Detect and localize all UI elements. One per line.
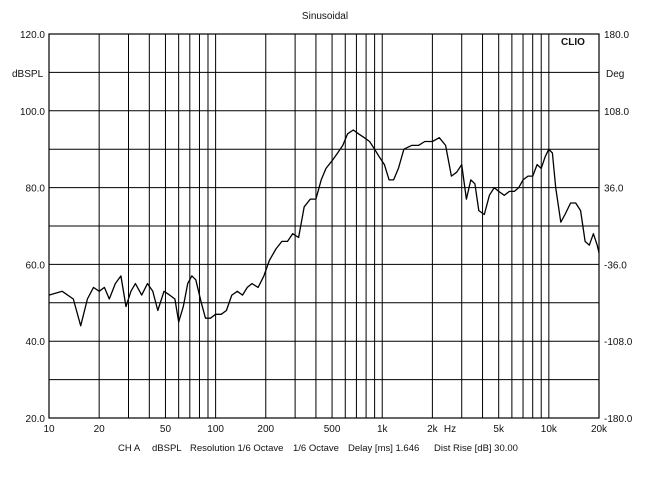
x-tick-label: 10 <box>43 424 55 435</box>
footer-dist-rise: Dist Rise [dB] 30.00 <box>434 443 518 454</box>
y2-axis-label: Deg <box>606 69 624 80</box>
y-tick-label: 120.0 <box>20 30 45 41</box>
y-tick-label: 100.0 <box>20 107 45 118</box>
grid <box>49 34 599 418</box>
x-tick-label: 10k <box>541 424 558 435</box>
x-tick-label: 20k <box>591 424 608 435</box>
y2-tick-label: -180.0 <box>604 414 633 425</box>
spl-response-line <box>48 129 600 327</box>
x-tick-label: 200 <box>257 424 274 435</box>
footer-channel: CH A <box>118 443 141 454</box>
footer-delay: Delay [ms] 1.646 <box>348 443 419 454</box>
y-axis-label: dBSPL <box>12 69 44 80</box>
y2-tick-label: 36.0 <box>604 184 624 195</box>
footer-units: dBSPL <box>152 443 182 454</box>
x-tick-label: 1k <box>377 424 389 435</box>
y2-tick-label: 108.0 <box>604 107 629 118</box>
footer: CH A dBSPL Resolution 1/6 Octave 1/6 Oct… <box>118 443 518 454</box>
tick-labels: 10 20 50 100 200 500 1k 2k 5k 10k 20k 120.0 100.0 80.… <box>20 30 633 435</box>
x-tick-label: 20 <box>94 424 106 435</box>
x-tick-label: 5k <box>493 424 505 435</box>
x-tick-label: 100 <box>207 424 224 435</box>
y2-tick-label: -36.0 <box>604 260 627 271</box>
x-tick-label: 50 <box>160 424 172 435</box>
plot-area <box>48 129 600 327</box>
clio-brand-label: CLIO <box>561 37 585 48</box>
y2-tick-label: 180.0 <box>604 30 629 41</box>
x-tick-label: 500 <box>324 424 341 435</box>
y-tick-label: 60.0 <box>26 260 46 271</box>
plot-frame <box>48 33 600 419</box>
x-unit-label: Hz <box>444 424 456 435</box>
chart-title: Sinusoidal <box>302 11 348 22</box>
y-tick-label: 80.0 <box>26 184 46 195</box>
y-tick-label: 40.0 <box>26 337 46 348</box>
x-tick-label: 2k <box>427 424 439 435</box>
y-tick-label: 20.0 <box>26 414 46 425</box>
footer-octave: 1/6 Octave <box>293 443 339 454</box>
footer-resolution: Resolution 1/6 Octave <box>190 443 283 454</box>
y2-tick-label: -108.0 <box>604 337 633 348</box>
